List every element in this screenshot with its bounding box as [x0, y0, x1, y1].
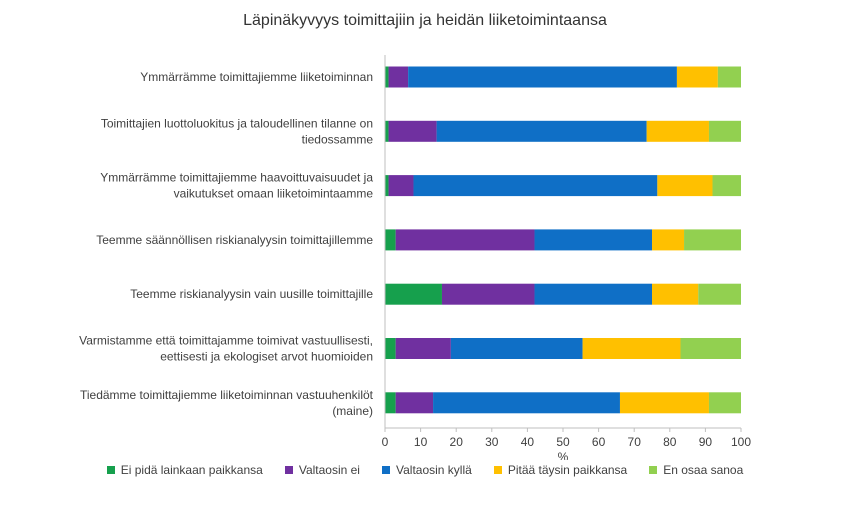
category-label: Ymmärrämme toimittajiemme haavoittuvaisu…: [100, 171, 373, 201]
bar-segment: [395, 338, 451, 359]
bar-segment: [388, 175, 414, 197]
legend-item: Valtaosin ei: [284, 463, 360, 477]
bar-segment: [408, 66, 677, 88]
category-label-line: Teemme riskianalyysin vain uusille toimi…: [130, 287, 373, 301]
legend-swatch: [649, 466, 658, 474]
bar-segment: [646, 120, 709, 142]
bar-segment: [708, 392, 741, 414]
category-label-line: eettisesti ja ekologiset arvot huomioide…: [160, 350, 373, 364]
legend-item: Ei pidä lainkaan paikkansa: [106, 463, 263, 477]
bar-segment: [388, 66, 409, 88]
category-label: Toimittajien luottoluokitus ja taloudell…: [101, 116, 374, 146]
category-label: Ymmärrämme toimittajiemme liiketoiminnan: [140, 70, 373, 84]
category-label: Tiedämme toimittajiemme liiketoiminnan v…: [80, 388, 374, 418]
chart-title: Läpinäkyvyys toimittajiin ja heidän liik…: [243, 12, 607, 29]
legend-item: Valtaosin kyllä: [381, 463, 472, 477]
bar-segment: [712, 175, 741, 197]
bar-segment: [652, 283, 699, 305]
bar-segment: [385, 66, 389, 88]
category-label: Teemme säännöllisen riskianalyysin toimi…: [96, 233, 373, 247]
legend-swatch: [106, 466, 115, 474]
x-tick-label: 0: [382, 435, 389, 449]
bar-segment: [534, 229, 652, 251]
category-label-line: tiedossamme: [302, 132, 374, 146]
x-tick-label: 70: [628, 435, 642, 449]
bar-segment: [534, 283, 652, 305]
legend-label: Valtaosin kyllä: [395, 463, 472, 477]
bar-segment: [413, 175, 658, 197]
x-tick-label: 30: [485, 435, 499, 449]
legend-label: En osaa sanoa: [663, 463, 744, 477]
bar-segment: [385, 120, 389, 142]
bar-segment: [450, 338, 583, 359]
bar-segment: [433, 392, 620, 414]
legend-swatch: [381, 466, 390, 474]
category-label-line: Tiedämme toimittajiemme liiketoiminnan v…: [80, 388, 374, 402]
legend: Ei pidä lainkaan paikkansa Valtaosin ei Va…: [0, 463, 850, 477]
bar-segment: [436, 120, 647, 142]
legend-swatch: [284, 466, 293, 474]
bar-segment: [676, 66, 718, 88]
bar-segment: [652, 229, 685, 251]
bar-segment: [717, 66, 741, 88]
bar-segment: [441, 283, 535, 305]
legend-item: Pitää täysin paikkansa: [493, 463, 628, 477]
category-label-line: Ymmärrämme toimittajiemme liiketoiminnan: [140, 70, 373, 84]
legend-item: En osaa sanoa: [649, 463, 743, 477]
bar-segment: [582, 338, 681, 359]
bar-segment: [385, 229, 396, 251]
chart-plot: 0 10 20 30 40 50 60 70 80 90 100 Ymmärrämme toimit…: [79, 55, 751, 460]
category-label-line: Varmistamme että toimittajamme toimivat …: [79, 334, 373, 348]
category-label-line: Teemme säännöllisen riskianalyysin toimi…: [96, 233, 373, 247]
bar-segment: [395, 229, 535, 251]
x-tick-label: 40: [521, 435, 535, 449]
legend-label: Valtaosin ei: [298, 463, 360, 477]
category-label-line: Ymmärrämme toimittajiemme haavoittuvaisu…: [100, 171, 373, 185]
category-label-line: Toimittajien luottoluokitus ja taloudell…: [101, 116, 373, 130]
bar-segment: [698, 283, 741, 305]
bar-segment: [619, 392, 709, 414]
category-label: Varmistamme että toimittajamme toimivat …: [79, 334, 373, 364]
legend-label: Pitää täysin paikkansa: [507, 463, 628, 477]
x-tick-label: 90: [699, 435, 713, 449]
bar-segment: [385, 283, 442, 305]
bar-segment: [388, 120, 437, 142]
bar-segment: [385, 175, 389, 197]
bar-segment: [395, 392, 434, 414]
bar-segment: [385, 392, 396, 414]
x-tick-label: 10: [414, 435, 428, 449]
bar-segment: [657, 175, 713, 197]
category-label: Teemme riskianalyysin vain uusille toimi…: [130, 287, 373, 301]
x-tick-label: 80: [663, 435, 677, 449]
x-axis-title: %: [558, 450, 569, 460]
bar-segment: [708, 120, 741, 142]
legend-label: Ei pidä lainkaan paikkansa: [120, 463, 263, 477]
x-tick-label: 60: [592, 435, 606, 449]
bar-segment: [684, 229, 741, 251]
legend-swatch: [493, 466, 502, 474]
category-label-line: vaikutukset omaan liiketoimintaamme: [174, 187, 374, 201]
bar-segment: [385, 338, 396, 359]
bar-segment: [680, 338, 741, 359]
x-tick-label: 20: [450, 435, 464, 449]
x-tick-label: 100: [731, 435, 751, 449]
x-tick-label: 50: [556, 435, 570, 449]
category-label-line: (maine): [332, 404, 373, 418]
